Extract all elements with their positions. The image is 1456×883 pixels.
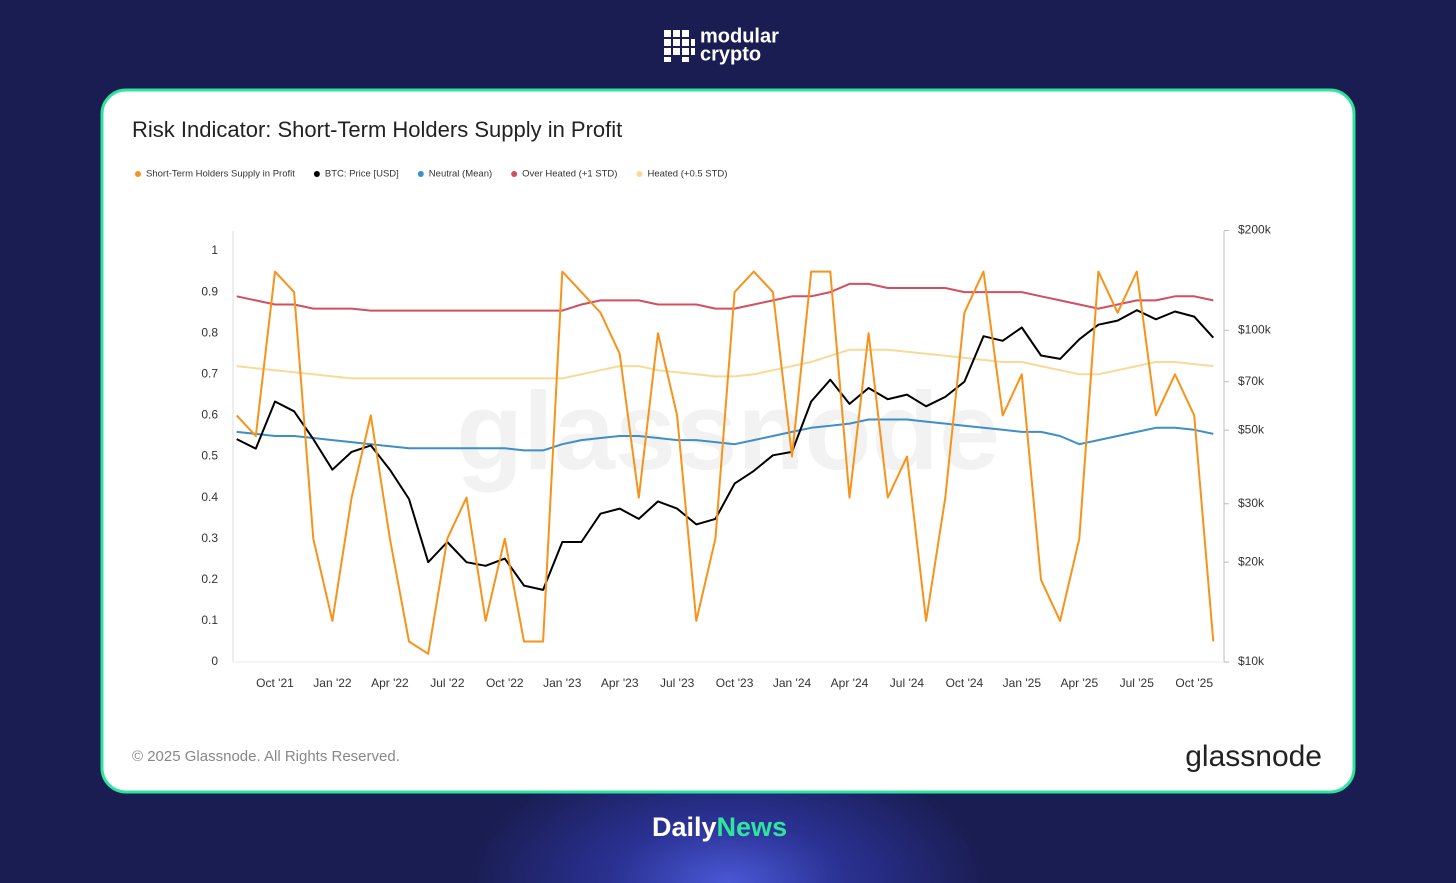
legend-marker — [313, 171, 320, 177]
y-tick-label: 0.4 — [201, 490, 218, 504]
legend-label: Heated (+0.5 STD) — [647, 169, 727, 180]
brand-top: crypto — [700, 43, 761, 65]
x-tick-label: Oct '21 — [256, 676, 294, 690]
legend-label: BTC: Price [USD] — [325, 169, 399, 180]
x-tick-label: Oct '24 — [946, 676, 984, 690]
x-tick-label: Jul '24 — [890, 676, 925, 690]
y-tick-label: 1 — [211, 243, 218, 257]
card — [100, 88, 1356, 794]
logo: glassnode — [1185, 740, 1322, 773]
series-line — [236, 309, 1215, 591]
x-tick-label: Oct '23 — [716, 676, 754, 690]
x-tick-label: Apr '25 — [1060, 676, 1098, 690]
series-line — [236, 282, 1214, 312]
y2-tick-label: $100k — [1238, 323, 1272, 337]
x-tick-label: Apr '22 — [371, 676, 409, 690]
series-line — [235, 270, 1215, 655]
y-tick-label: 0 — [211, 654, 218, 668]
x-tick-label: Jan '22 — [313, 676, 352, 690]
x-tick-label: Jan '24 — [773, 676, 812, 690]
y2-tick-label: $10k — [1238, 654, 1265, 668]
y-tick-label: 0.2 — [201, 572, 218, 586]
y2-tick-label: $50k — [1238, 422, 1265, 436]
x-tick-label: Oct '25 — [1175, 676, 1213, 690]
x-tick-label: Jan '23 — [543, 676, 582, 690]
brand-bottom: DailyNews — [652, 812, 787, 842]
series-line — [236, 348, 1214, 380]
series-line — [236, 418, 1214, 452]
y2-tick-label: $70k — [1238, 374, 1265, 388]
legend-marker — [417, 171, 424, 177]
legend-marker — [511, 171, 518, 177]
x-tick-label: Jul '22 — [430, 676, 465, 690]
x-tick-label: Jul '25 — [1120, 676, 1155, 690]
y2-tick-label: $30k — [1238, 496, 1265, 510]
y-tick-label: 0.7 — [201, 367, 218, 381]
legend-marker — [636, 171, 643, 177]
x-tick-label: Jul '23 — [660, 676, 695, 690]
y-tick-label: 0.5 — [201, 449, 218, 463]
brand-word: News — [717, 812, 788, 842]
y-tick-label: 0.9 — [201, 284, 218, 298]
y-tick-label: 0.8 — [201, 325, 218, 339]
x-tick-label: Apr '24 — [831, 676, 869, 690]
brand-top: modular — [700, 25, 779, 47]
legend-label: Neutral (Mean) — [429, 169, 492, 180]
x-tick-label: Oct '22 — [486, 676, 524, 690]
legend-label: Over Heated (+1 STD) — [522, 169, 617, 180]
y-tick-label: 0.3 — [201, 531, 218, 545]
legend-label: Short-Term Holders Supply in Profit — [146, 169, 295, 180]
brand-word: Daily — [652, 812, 717, 842]
x-tick-label: Apr '23 — [601, 676, 639, 690]
brand-icon — [664, 30, 695, 62]
y-tick-label: 0.1 — [201, 613, 218, 627]
copyright: © 2025 Glassnode. All Rights Reserved. — [132, 748, 400, 765]
y-tick-label: 0.6 — [201, 408, 218, 422]
y2-tick-label: $200k — [1238, 223, 1272, 237]
chart-title: Risk Indicator: Short-Term Holders Suppl… — [132, 117, 622, 142]
x-tick-label: Jan '25 — [1003, 676, 1042, 690]
legend-marker — [135, 171, 141, 177]
y2-tick-label: $20k — [1238, 554, 1265, 568]
